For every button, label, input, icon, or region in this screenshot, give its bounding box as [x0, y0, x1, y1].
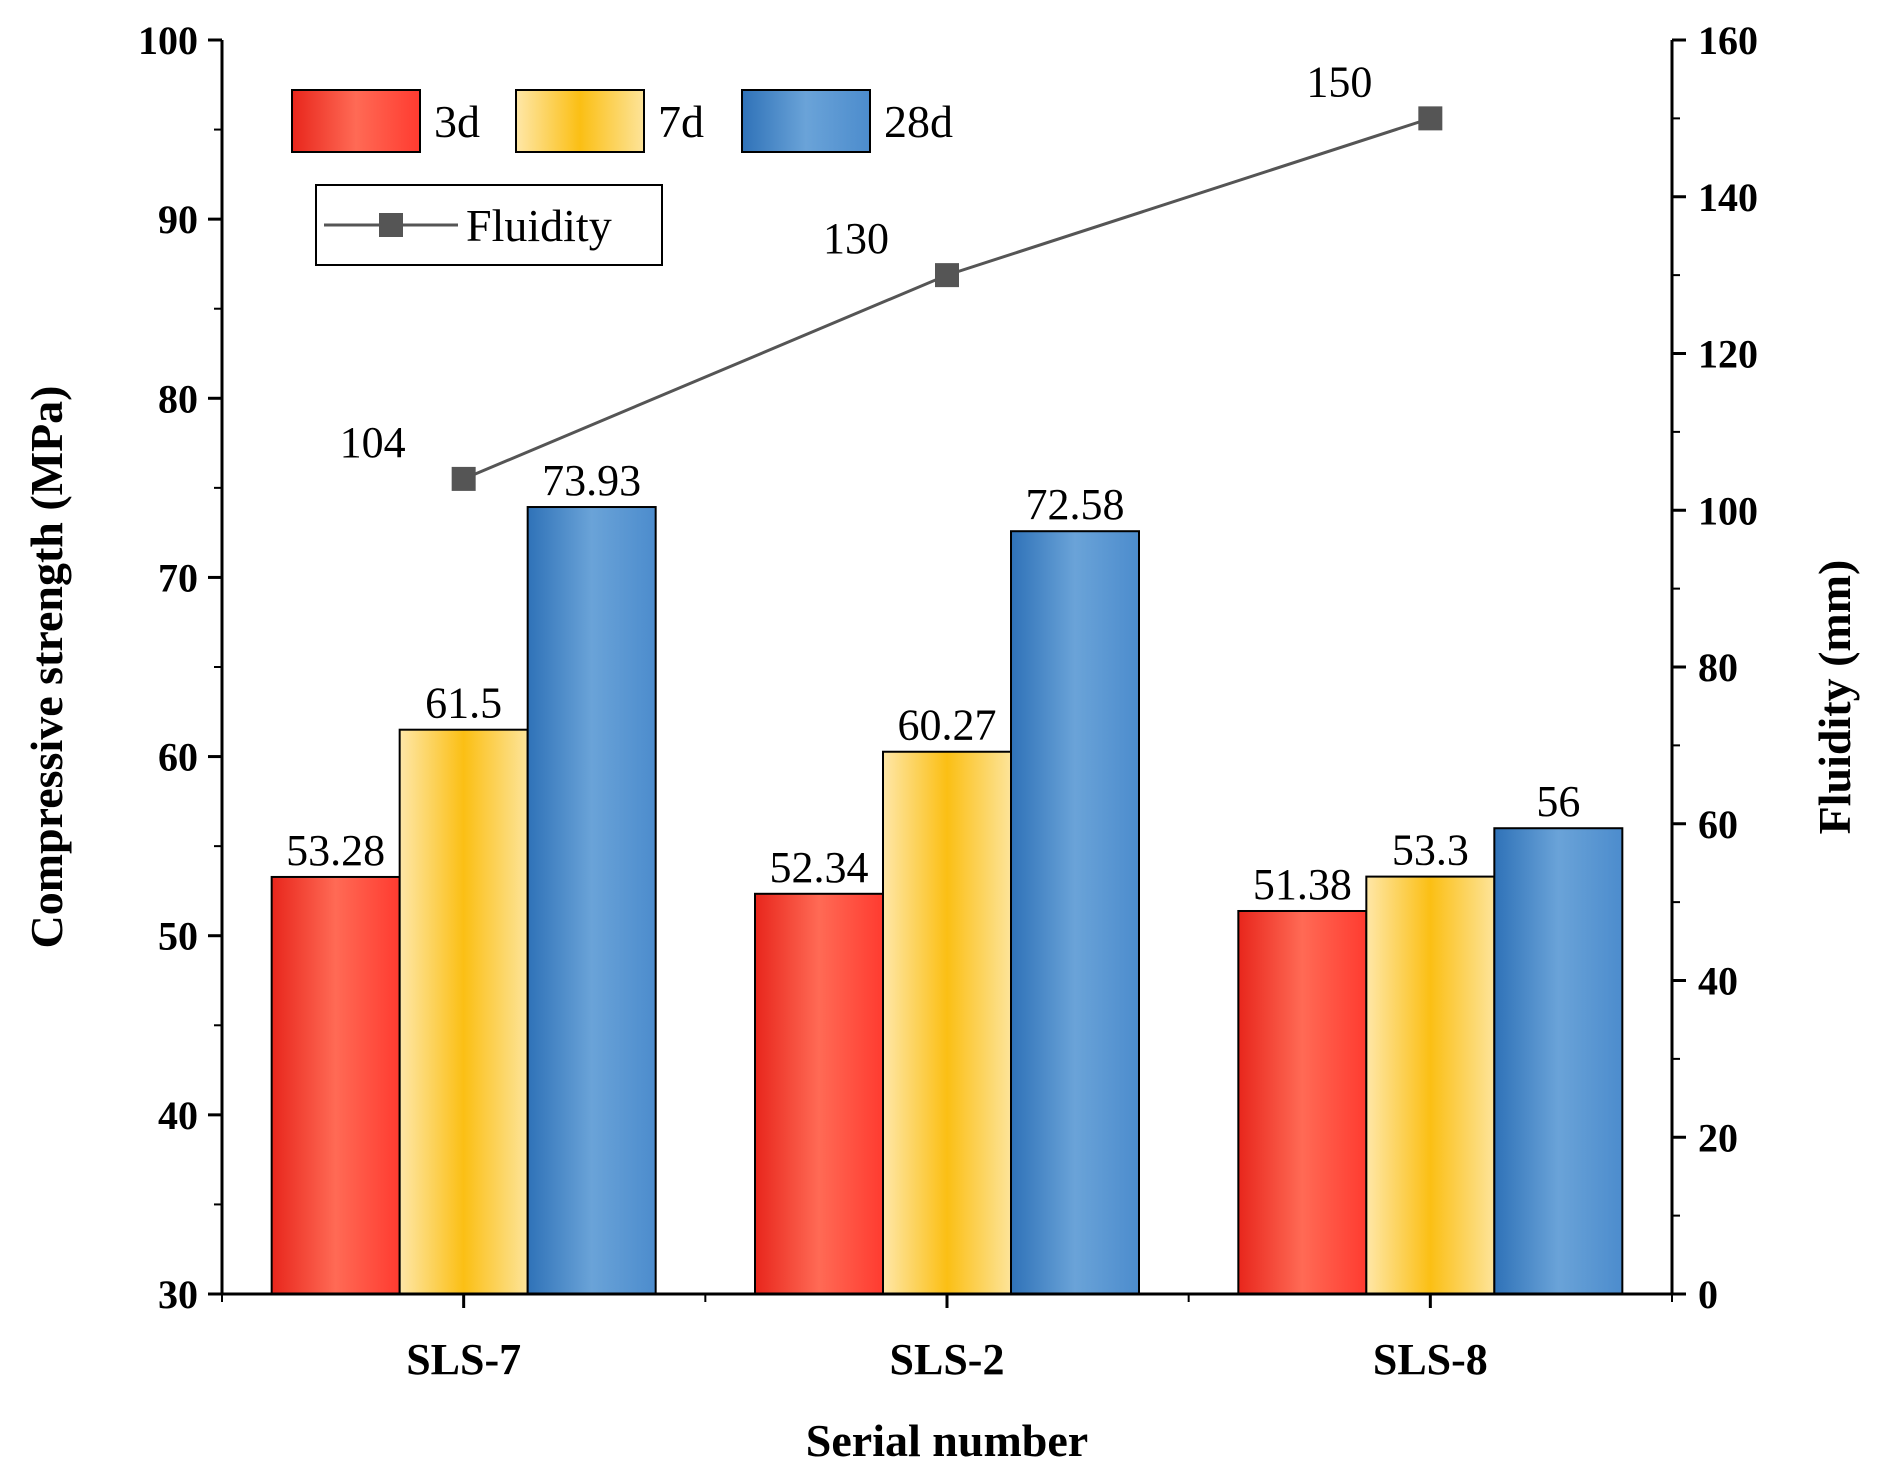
left-tick-label: 90 [158, 197, 198, 242]
legend-swatch-7d [515, 89, 645, 153]
fluidity-line-layer [451, 106, 1443, 491]
category-label-sls-2: SLS-2 [890, 1335, 1005, 1384]
right-tick-label: 40 [1698, 959, 1738, 1004]
fluidity-point-sls-8 [1418, 106, 1443, 131]
category-label-sls-7: SLS-7 [406, 1335, 521, 1384]
legend-swatch-3d [291, 89, 421, 153]
data-label-28d-sls-7: 73.93 [542, 456, 641, 505]
fluidity-point-sls-2 [935, 263, 959, 288]
data-label-7d-sls-7: 61.5 [425, 679, 502, 728]
bar-3d-sls-2 [754, 892, 884, 1295]
legend-label-28d: 28d [884, 96, 953, 147]
bar-28d-sls-8 [1493, 827, 1624, 1295]
bar-28d-sls-7 [526, 506, 657, 1295]
legend-label-7d: 7d [658, 96, 704, 147]
bar-7d-sls-7 [398, 728, 529, 1295]
bar-3d-sls-7 [270, 875, 401, 1296]
bar-28d-sls-2 [1010, 530, 1140, 1295]
right-tick-label: 0 [1698, 1272, 1718, 1317]
left-tick-label: 80 [158, 376, 198, 421]
legend-line-marker [379, 213, 403, 237]
right-tick-label: 160 [1698, 18, 1758, 63]
right-tick-label: 100 [1698, 488, 1758, 533]
legend-label-3d: 3d [434, 96, 480, 147]
right-tick-label: 120 [1698, 332, 1758, 377]
left-tick-label: 50 [158, 914, 198, 959]
fluidity-label-sls-7: 104 [340, 418, 406, 467]
bar-7d-sls-2 [882, 750, 1012, 1295]
legend: 3d 7d 28d Fluidity [291, 89, 953, 266]
legend-label-fluidity: Fluidity [466, 200, 612, 251]
left-tick-label: 70 [158, 555, 198, 600]
left-tick-label: 60 [158, 735, 198, 780]
left-tick-label: 40 [158, 1093, 198, 1138]
data-label-7d-sls-8: 53.3 [1392, 826, 1469, 875]
fluidity-line [463, 116, 1431, 481]
bar-3d-sls-8 [1237, 909, 1368, 1295]
fluidity-label-sls-8: 150 [1306, 57, 1372, 106]
x-axis-title: Serial number [806, 1415, 1088, 1466]
data-label-28d-sls-2: 72.58 [1026, 480, 1125, 529]
bar-7d-sls-8 [1365, 875, 1496, 1296]
y-axis-title: Compressive strength (MPa) [21, 386, 72, 949]
legend-swatch-28d [741, 89, 871, 153]
right-tick-label: 20 [1698, 1115, 1738, 1160]
left-tick-label: 30 [158, 1272, 198, 1317]
right-tick-label: 60 [1698, 802, 1738, 847]
bars-layer [270, 506, 1624, 1296]
axes-layer: 30 40 50 60 70 80 90 100 0 20 40 60 80 100 120 140 160 SL… [21, 18, 1860, 1466]
fluidity-label-sls-2: 130 [823, 214, 889, 263]
category-label-sls-8: SLS-8 [1373, 1335, 1488, 1384]
data-label-7d-sls-2: 60.27 [898, 701, 997, 750]
y2-axis-title: Fluidity (mm) [1809, 560, 1860, 835]
data-label-28d-sls-8: 56 [1536, 777, 1580, 826]
right-tick-label: 80 [1698, 645, 1738, 690]
labels-layer: 53.28 52.34 51.38 61.5 60.27 53.3 73.93 72.58 56… [286, 57, 1580, 909]
left-tick-label: 100 [138, 18, 198, 63]
data-label-3d-sls-8: 51.38 [1253, 860, 1352, 909]
right-tick-label: 140 [1698, 175, 1758, 220]
data-label-3d-sls-2: 52.34 [770, 843, 869, 892]
data-label-3d-sls-7: 53.28 [286, 826, 385, 875]
fluidity-point-sls-7 [451, 466, 476, 491]
